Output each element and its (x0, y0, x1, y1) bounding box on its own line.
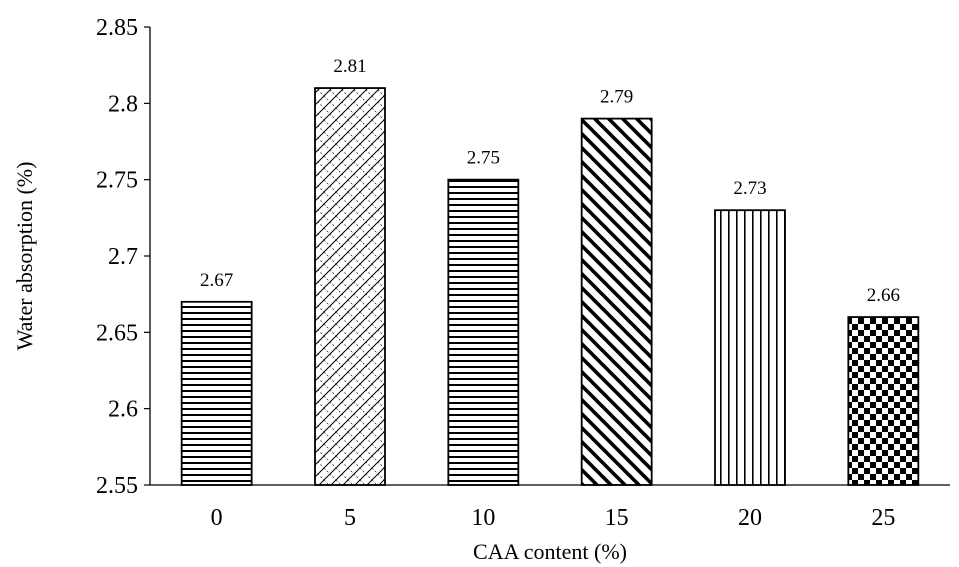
bar-25 (847, 316, 920, 486)
data-label-25: 2.66 (867, 285, 900, 306)
y-tick-label: 2.7 (108, 244, 138, 270)
x-tick-label: 10 (471, 505, 495, 531)
y-tick-label: 2.85 (96, 15, 138, 41)
data-labels: 2.67 2.81 2.75 2.79 2.73 2.66 (200, 56, 900, 306)
x-tick-label: 0 (211, 505, 223, 531)
y-tick-label: 2.55 (96, 473, 138, 499)
y-axis-title: Water absorption (%) (12, 162, 37, 351)
bar-10 (447, 178, 520, 486)
bar-20 (714, 209, 786, 486)
data-label-5: 2.81 (333, 56, 366, 77)
y-tick-label: 2.6 (108, 397, 138, 423)
data-label-15: 2.79 (600, 87, 633, 108)
y-tick-label: 2.75 (96, 168, 138, 194)
x-tick-label: 20 (738, 505, 762, 531)
data-label-20: 2.73 (733, 178, 766, 199)
y-tick-label: 2.8 (108, 91, 138, 117)
bars (180, 87, 920, 486)
y-axis-ticks: 2.55 2.6 2.65 2.7 2.75 2.8 2.85 (96, 15, 150, 499)
x-tick-label: 5 (344, 505, 356, 531)
x-axis-ticks: 0 5 10 15 20 25 (211, 505, 896, 531)
bar-5 (314, 87, 386, 486)
data-label-0: 2.67 (200, 270, 233, 291)
bar-15 (580, 117, 653, 486)
x-tick-label: 25 (871, 505, 895, 531)
y-tick-label: 2.65 (96, 320, 138, 346)
x-axis-title: CAA content (%) (473, 539, 627, 564)
x-tick-label: 15 (605, 505, 629, 531)
bar-0 (180, 300, 253, 486)
data-label-10: 2.75 (467, 148, 500, 169)
